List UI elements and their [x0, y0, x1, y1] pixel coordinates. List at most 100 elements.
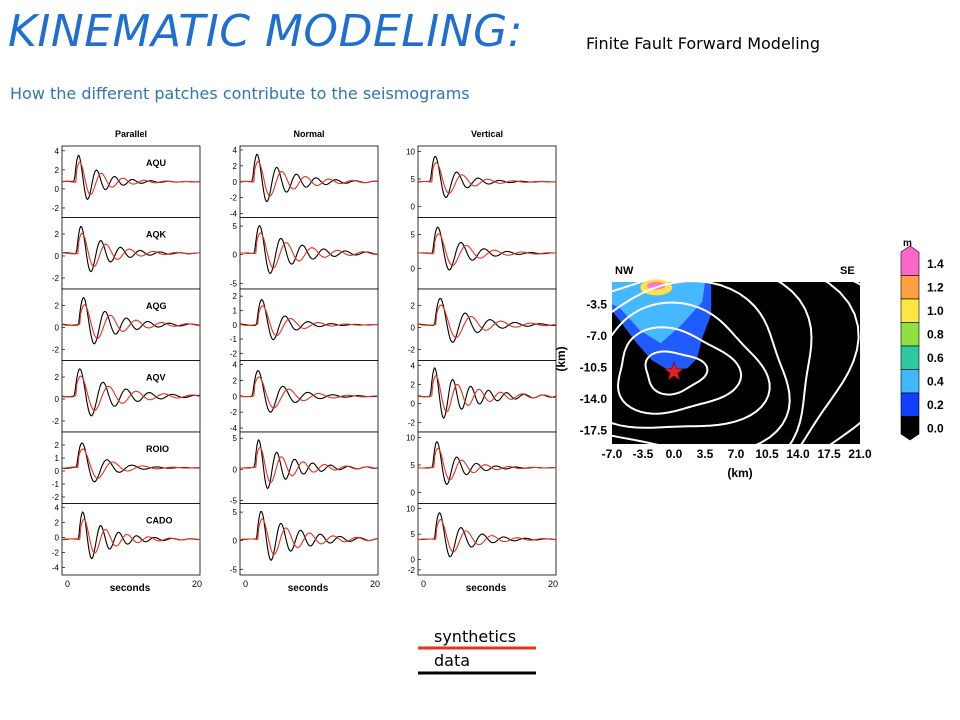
y-tick-label: 2: [55, 302, 60, 311]
station-label: AQK: [146, 230, 167, 240]
x-tick-label: 0: [421, 579, 426, 589]
y-tick-label: 2: [55, 373, 60, 382]
y-tick-label: 0: [55, 185, 60, 194]
seismogram-panel: 4 2 0 -2 -4: [230, 145, 379, 219]
colorbar-tick-label: 1.0: [927, 304, 944, 318]
legend-synthetics-label: synthetics: [434, 627, 517, 646]
y-tick-label: -2: [230, 408, 238, 417]
y-tick-label: 10: [406, 434, 415, 443]
colorbar-swatch: [900, 345, 920, 370]
y-tick-label: 5: [411, 175, 416, 184]
y-tick-label: -5: [230, 279, 238, 288]
y-tick-label: -2: [408, 346, 416, 355]
seismogram-panel: 10 5 0: [406, 431, 557, 504]
y-tick-label: -4: [52, 563, 60, 572]
map-x-tick-label: -3.5: [633, 447, 654, 461]
y-tick-label: 0: [55, 395, 60, 404]
y-tick-label: 4: [233, 360, 238, 369]
colorbar-swatch: [900, 275, 920, 300]
x-axis-label: seconds: [288, 583, 329, 594]
x-axis-label: seconds: [466, 583, 507, 594]
corner-label-nw: NW: [615, 265, 634, 277]
y-tick-label: 4: [55, 503, 60, 512]
y-tick-label: 0: [233, 178, 238, 187]
y-tick-label: -2: [52, 274, 60, 283]
station-label: AQU: [146, 158, 166, 168]
y-tick-label: 0: [411, 556, 416, 565]
y-tick-label: 4: [411, 361, 416, 370]
slip-map: NW SE -7.0 -3.5 0.0 3.5 7.0 10.5 14.0 17.5 21.0 -3.…: [554, 265, 872, 480]
map-y-tick-label: -7.0: [586, 329, 607, 343]
synthetics-trace: [239, 518, 379, 555]
y-tick-label: 2: [55, 230, 60, 239]
seismogram-panel: 10 5 0-2: [406, 503, 557, 576]
colorbar-tick-label: 0.4: [927, 375, 944, 389]
y-tick-label: -2: [52, 204, 60, 213]
colorbar-swatch: [900, 298, 920, 323]
seismogram-panel: 2 0 -2 AQG: [52, 288, 201, 361]
synthetics-trace: [239, 161, 378, 197]
station-label: AQV: [146, 373, 166, 383]
y-tick-label: 4: [55, 147, 60, 156]
x-tick-label: 0: [65, 579, 70, 589]
y-tick-label: -2: [230, 349, 238, 358]
slide-title: KINEMATIC MODELING:: [8, 6, 524, 57]
y-tick-label: 0: [233, 392, 238, 401]
column-title: Parallel: [115, 129, 147, 139]
column-title: Normal: [293, 129, 324, 139]
x-tick-label: 20: [192, 579, 202, 589]
map-x-tick-label: 14.0: [786, 447, 810, 461]
y-tick-label: -2: [52, 493, 60, 502]
synthetics-trace: [418, 162, 556, 194]
y-tick-label: -2: [408, 566, 416, 575]
seismogram-panel: 5 0 -5: [230, 431, 379, 505]
y-tick-label: 2: [55, 441, 60, 450]
synthetics-trace: [417, 304, 557, 339]
y-tick-label: -2: [52, 417, 60, 426]
y-tick-label: 0: [55, 533, 60, 542]
y-tick-label: 0: [55, 252, 60, 261]
map-x-tick-label: -7.0: [602, 447, 623, 461]
y-tick-label: 0: [411, 489, 416, 498]
colorbar-tick-label: 1.2: [927, 281, 944, 295]
rupture-contour: [644, 350, 709, 396]
map-y-axis-label: (km): [554, 346, 568, 371]
hypocenter-star: [663, 361, 685, 381]
synthetics-trace: [418, 233, 556, 267]
station-label: AQG: [146, 301, 167, 311]
x-axis-label: seconds: [110, 583, 151, 594]
synthetics-trace: [240, 232, 379, 269]
y-tick-label: 2: [411, 380, 416, 389]
y-tick-label: 5: [233, 222, 238, 231]
panel-frame: [417, 360, 557, 433]
synthetics-trace: [239, 305, 378, 337]
station-label: CADO: [146, 516, 173, 526]
map-x-tick-label: 7.0: [728, 447, 745, 461]
x-tick-label: 20: [370, 579, 380, 589]
y-tick-label: -1: [52, 480, 60, 489]
colorbar: m 1.4 1.2 1.0 0.8 0.6 0.4 0.2 0.0: [900, 238, 944, 441]
y-tick-label: 0: [233, 321, 238, 330]
y-tick-label: 10: [406, 148, 415, 157]
y-tick-label: 2: [233, 162, 238, 171]
synthetics-trace: [417, 374, 557, 413]
panel-frame: [417, 217, 557, 290]
x-tick-label: 20: [548, 579, 558, 589]
y-tick-label: -4: [230, 424, 238, 433]
data-trace: [239, 224, 379, 275]
y-tick-label: 0: [55, 324, 60, 333]
slip-peak-max: [647, 281, 666, 290]
rupture-contour: [616, 326, 743, 415]
map-x-tick-label: 3.5: [697, 447, 714, 461]
y-tick-label: 1: [55, 454, 60, 463]
colorbar-swatch: [900, 392, 920, 417]
map-y-tick-label: -17.5: [580, 424, 608, 438]
column-title: Vertical: [471, 129, 503, 139]
synthetics-trace: [240, 446, 378, 484]
y-tick-label: -2: [52, 548, 60, 557]
map-x-axis-label: (km): [727, 466, 752, 480]
y-tick-label: -2: [408, 418, 416, 427]
colorbar-tick-label: 1.4: [927, 257, 944, 271]
y-tick-label: 5: [411, 231, 416, 240]
